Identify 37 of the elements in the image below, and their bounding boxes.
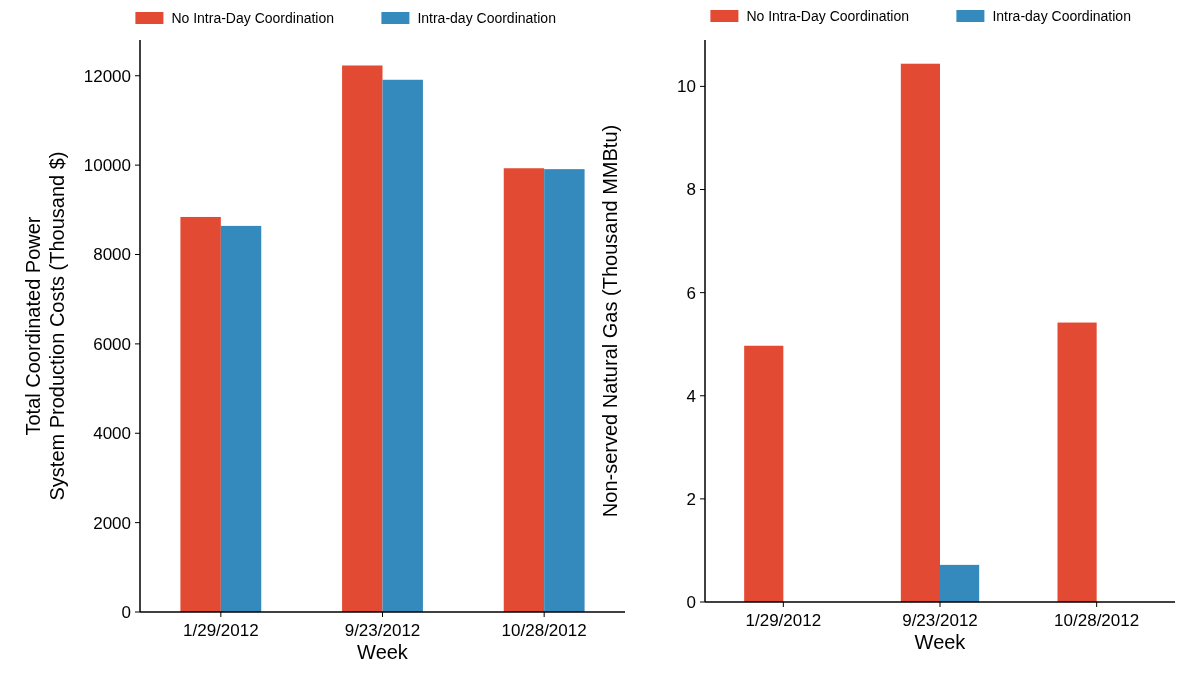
y-tick-label: 6000 (93, 334, 131, 354)
legend-label: No Intra-Day Coordination (171, 9, 335, 26)
y-tick-label: 12000 (83, 66, 131, 86)
bar (744, 345, 784, 602)
y-tick-label: 4 (686, 386, 696, 406)
y-axis-title: Non-served Natural Gas (Thousand MMBtu) (599, 124, 621, 518)
bar (900, 63, 940, 602)
x-axis-title: Week (914, 631, 967, 653)
legend-label: Intra-day Coordination (417, 9, 556, 26)
y-tick-label: 0 (686, 592, 696, 612)
bar (220, 225, 262, 612)
y-tick-label: 0 (121, 602, 131, 622)
bar (544, 169, 585, 612)
bar (342, 65, 383, 612)
y-tick-label: 6 (686, 283, 696, 303)
x-tick-label: 9/23/2012 (344, 621, 421, 640)
x-tick-label: 1/29/2012 (183, 621, 259, 640)
x-tick-label: 10/28/2012 (501, 621, 587, 640)
legend-label: No Intra-Day Coordination (746, 7, 910, 24)
y-tick-label: 4000 (93, 424, 131, 444)
y-axis-title: Total Coordinated Power System Production Costs (Thousand $) (22, 151, 68, 501)
y-tick-label: 2 (686, 489, 696, 509)
bar (382, 79, 423, 612)
x-tick-label: 1/29/2012 (745, 611, 822, 630)
y-tick-label: 10 (677, 77, 696, 97)
y-tick-label: 10000 (83, 156, 131, 176)
y-tick-label: 2000 (93, 513, 131, 533)
x-tick-label: 9/23/2012 (902, 611, 978, 630)
x-axis-title: Week (357, 641, 409, 663)
bar (940, 564, 980, 602)
x-tick-label: 10/28/2012 (1054, 611, 1140, 630)
y-tick-label: 8 (686, 180, 696, 200)
bar (1057, 322, 1097, 602)
legend-label: Intra-day Coordination (992, 7, 1131, 24)
bar (503, 168, 545, 612)
y-tick-label: 8000 (93, 245, 131, 265)
bar (180, 216, 221, 612)
